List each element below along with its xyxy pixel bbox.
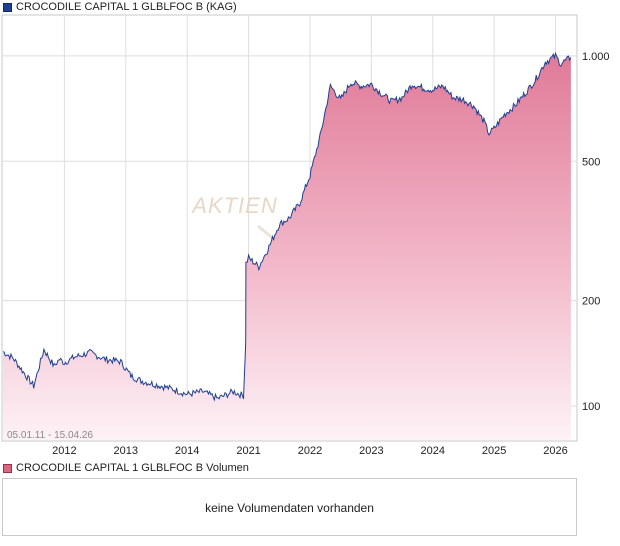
x-tick-label: 2024 xyxy=(421,445,445,457)
x-tick-label: 2021 xyxy=(236,445,260,457)
no-volume-message: keine Volumendaten vorhanden xyxy=(205,501,374,515)
y-tick-label: 500 xyxy=(582,156,600,168)
x-axis: 2012 2013 2014 2021 2022 2023 2024 2025 2026 xyxy=(52,445,568,457)
price-line xyxy=(2,51,572,402)
date-range-label: 05.01.11 - 15.04.26 xyxy=(7,430,93,441)
y-tick-label: 100 xyxy=(582,401,600,413)
y-tick-label: 200 xyxy=(582,296,600,308)
x-tick-label: 2025 xyxy=(482,445,506,457)
watermark: AKTIEN xyxy=(190,193,277,218)
price-legend: CROCODILE CAPITAL 1 GLBLFOC B (KAG) xyxy=(3,1,237,13)
x-tick-label: 2022 xyxy=(298,445,322,457)
volume-legend: CROCODILE CAPITAL 1 GLBLFOC B Volumen xyxy=(3,462,249,474)
x-tick-label: 2013 xyxy=(114,445,138,457)
price-area-fill xyxy=(3,53,571,441)
volume-panel: keine Volumendaten vorhanden xyxy=(2,478,577,536)
price-legend-label: CROCODILE CAPITAL 1 GLBLFOC B (KAG) xyxy=(16,1,237,13)
x-tick-label: 2026 xyxy=(543,445,567,457)
x-tick-label: 2012 xyxy=(52,445,76,457)
price-legend-swatch xyxy=(3,2,12,12)
y-tick-label: 1.000 xyxy=(582,51,610,63)
volume-legend-label: CROCODILE CAPITAL 1 GLBLFOC B Volumen xyxy=(16,462,249,474)
volume-legend-swatch xyxy=(3,463,12,473)
x-tick-label: 2014 xyxy=(175,445,199,457)
y-axis: 100 200 500 1.000 xyxy=(582,51,610,413)
x-tick-label: 2023 xyxy=(359,445,383,457)
